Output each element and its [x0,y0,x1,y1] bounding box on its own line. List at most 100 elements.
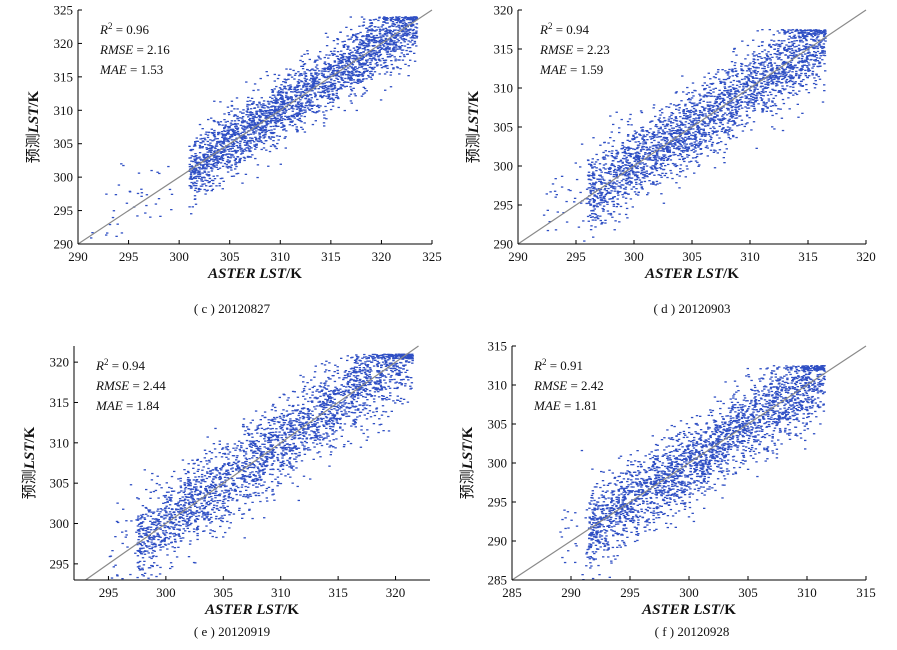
data-point [145,204,148,207]
data-point [795,73,798,75]
data-point [299,119,302,121]
data-point [725,114,729,116]
data-point [256,125,260,127]
data-point [684,150,687,152]
data-point [222,157,225,160]
data-point [696,128,699,131]
data-point [762,70,766,72]
data-point [390,33,393,35]
data-point [226,146,229,148]
data-point [781,87,784,90]
data-point [350,77,353,80]
data-point [313,92,316,94]
data-point [300,55,303,57]
data-point [307,83,311,85]
data-point [249,126,252,128]
data-point [666,176,669,179]
data-point [351,74,354,77]
data-point [402,20,405,22]
data-point [367,76,371,78]
data-point [407,65,410,67]
data-point [756,88,759,90]
data-point [636,174,639,176]
data-point [651,135,654,137]
data-point [260,148,263,151]
data-point [213,136,217,138]
data-point [767,100,771,102]
data-point [820,40,823,42]
data-point [605,192,609,195]
data-point [603,182,606,184]
data-point [722,127,725,129]
data-point [378,50,381,52]
data-point [638,163,641,165]
data-point [624,197,628,199]
data-point [282,129,285,131]
data-point [392,68,395,70]
data-point [720,128,724,130]
data-point [249,112,252,114]
data-point [369,19,372,21]
data-point [781,78,784,80]
data-point [326,36,329,38]
data-point [197,171,200,173]
data-point [736,125,739,127]
data-point [712,151,716,153]
data-point [611,150,614,152]
data-point [210,179,214,181]
data-point [194,158,197,161]
data-point [651,133,655,135]
data-point [247,133,250,136]
data-point [314,120,317,122]
data-point [353,40,356,42]
data-point [789,54,792,56]
data-point [305,86,308,88]
data-point [718,89,721,91]
data-point [202,165,205,167]
data-point [662,169,665,171]
data-point [777,77,780,79]
data-point [635,136,639,138]
data-point [752,103,756,105]
data-point [310,75,314,77]
data-point [278,87,282,89]
data-point [327,57,330,59]
data-point [589,204,592,206]
data-point [345,26,348,28]
data-point [644,135,647,138]
data-point [337,59,341,61]
data-point [694,119,697,121]
data-point [201,137,204,140]
data-point [255,137,258,140]
data-point [614,186,617,188]
data-point [776,50,779,53]
data-point [792,65,795,67]
data-point [283,85,287,88]
data-point [252,133,255,135]
data-point [270,113,273,115]
data-point [292,115,296,118]
data-point [691,106,694,108]
data-point [191,160,195,163]
data-point [603,142,606,144]
data-point [258,136,262,138]
data-point [640,171,643,173]
data-point [198,123,202,126]
data-point [415,37,418,39]
data-point [233,159,237,162]
data-point [822,43,826,45]
data-point [190,181,193,184]
data-point [154,203,158,205]
data-point [334,70,337,72]
data-point [330,83,333,86]
data-point [648,173,652,175]
data-point [783,47,786,50]
data-point [355,57,359,59]
data-point [312,111,316,113]
data-point [286,97,289,99]
data-point [369,62,372,64]
data-point [662,133,665,135]
data-point [641,177,645,179]
data-point [303,122,306,124]
data-point [709,127,712,130]
